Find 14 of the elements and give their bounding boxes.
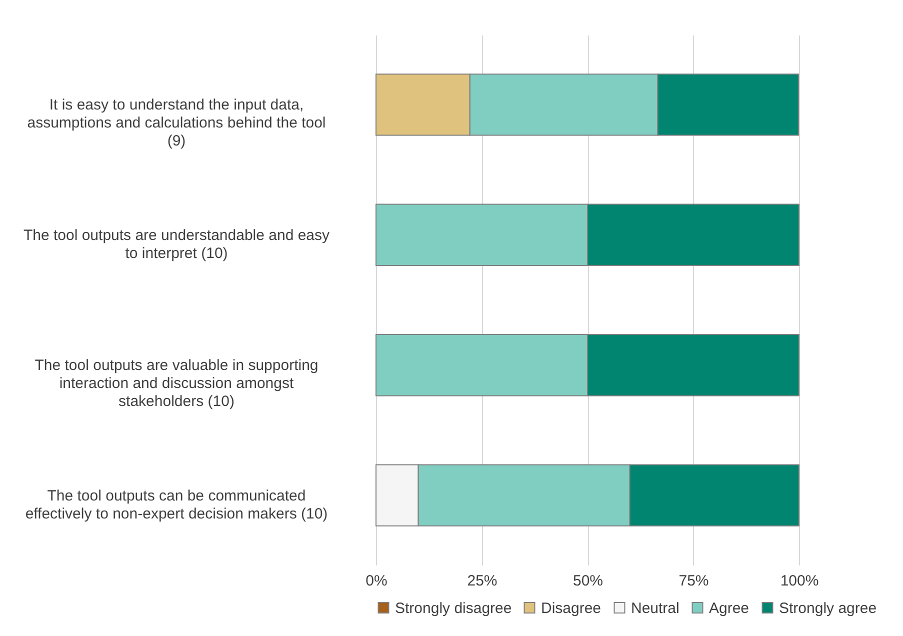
legend-label: Neutral xyxy=(631,600,680,617)
x-tick-label: 25% xyxy=(467,572,498,590)
y-tick-label: The tool outputs are valuable in supporting interaction and discussion amongst stakeholders (10) xyxy=(34,357,318,410)
legend-label: Strongly disagree xyxy=(395,600,512,617)
y-tick-label: It is easy to understand the input data, assumptions and calculations behind the tool (9) xyxy=(27,96,326,150)
legend-label: Strongly agree xyxy=(779,600,877,617)
y-tick-label: The tool outputs can be communicated effectively to non-expert decision makers (10) xyxy=(25,487,328,522)
legend-label: Disagree xyxy=(541,600,602,617)
y-tick-label: The tool outputs are understandable and easy to interpret (10) xyxy=(23,226,330,262)
x-tick-label: 75% xyxy=(678,572,709,590)
x-tick-label: 0% xyxy=(366,572,388,590)
legend-label: Agree xyxy=(709,600,750,617)
x-tick-label: 100% xyxy=(780,572,819,590)
x-tick-label: 50% xyxy=(572,572,604,590)
